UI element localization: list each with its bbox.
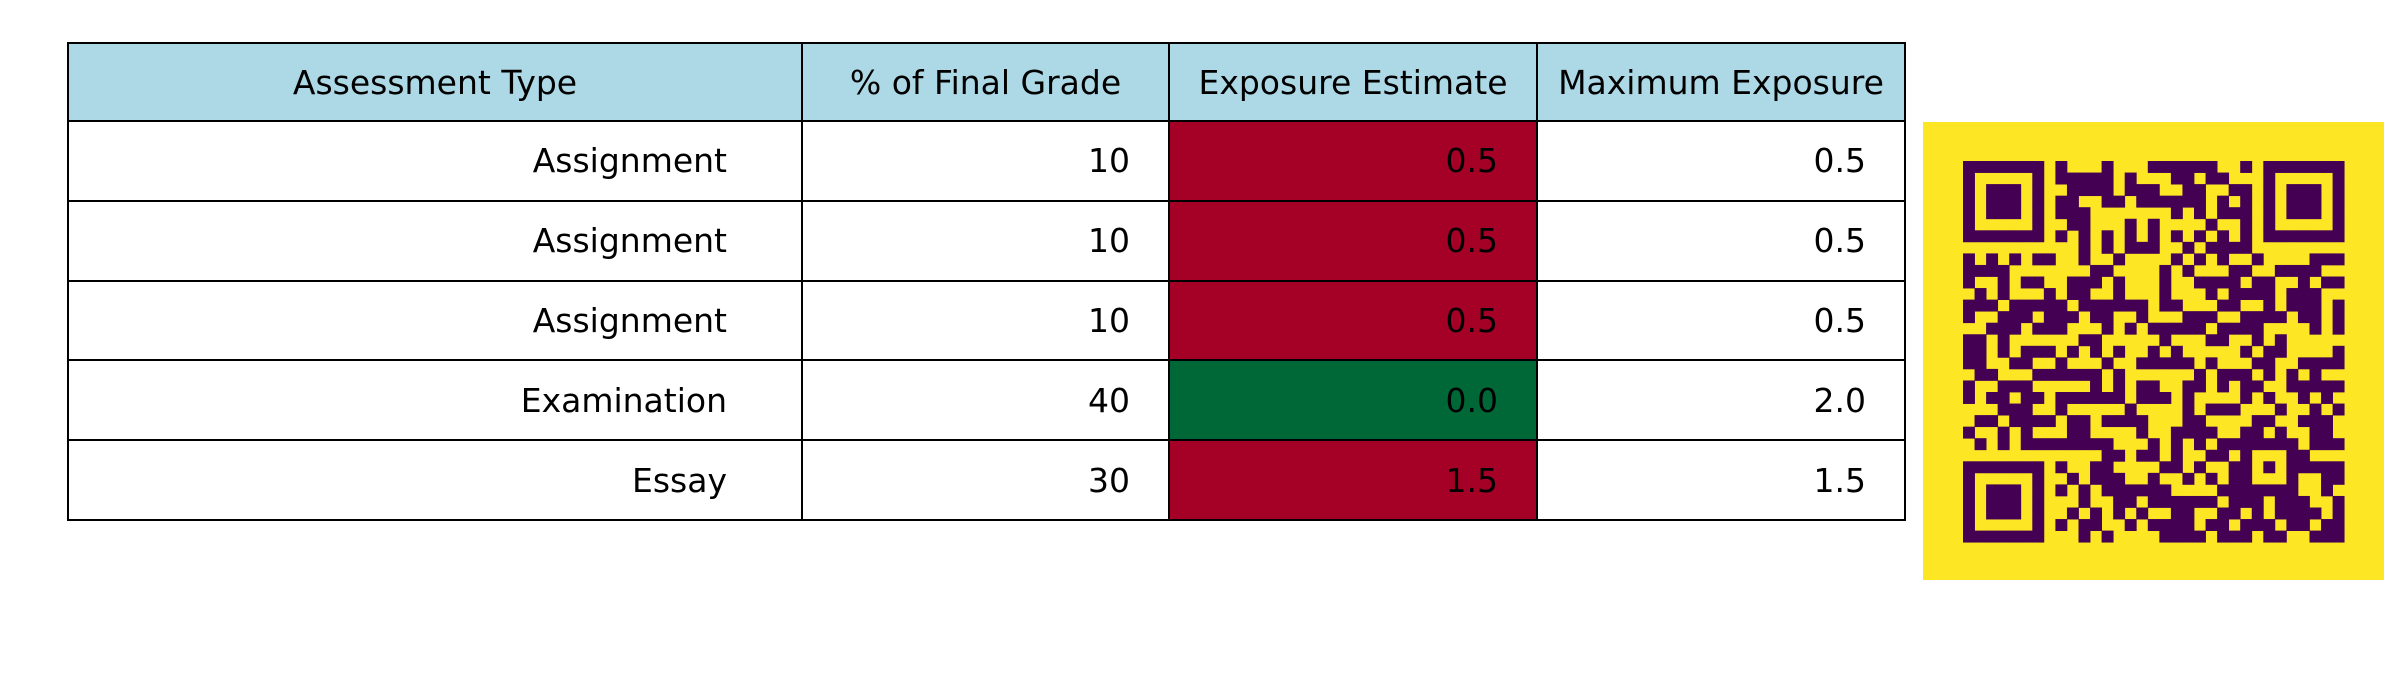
maximum-exposure-cell: 1.5 (1536, 439, 1906, 521)
percent-grade-cell: 10 (801, 279, 1170, 362)
maximum-exposure-cell: 2.0 (1536, 359, 1906, 442)
table-row: Assignment 10 0.5 0.5 (67, 279, 1906, 362)
table-row: Assignment 10 0.5 0.5 (67, 199, 1906, 282)
percent-grade-cell: 30 (801, 439, 1170, 521)
exposure-estimate-cell: 1.5 (1168, 439, 1538, 521)
assessment-type-cell: Essay (67, 439, 803, 521)
table-row: Essay 30 1.5 1.5 (67, 439, 1906, 521)
header-assessment-type: Assessment Type (67, 42, 803, 122)
header-row: Assessment Type % of Final Grade Exposur… (67, 42, 1906, 122)
header-exposure-estimate: Exposure Estimate (1168, 42, 1538, 122)
assessment-type-cell: Assignment (67, 279, 803, 362)
exposure-estimate-cell: 0.5 (1168, 120, 1538, 202)
header-percent-final-grade: % of Final Grade (801, 42, 1170, 122)
assessment-table: Assessment Type % of Final Grade Exposur… (67, 42, 1906, 521)
exposure-estimate-cell: 0.5 (1168, 199, 1538, 282)
maximum-exposure-cell: 0.5 (1536, 199, 1906, 282)
assessment-type-cell: Assignment (67, 199, 803, 282)
maximum-exposure-cell: 0.5 (1536, 279, 1906, 362)
exposure-estimate-cell: 0.5 (1168, 279, 1538, 362)
assessment-type-cell: Assignment (67, 120, 803, 202)
exposure-estimate-cell: 0.0 (1168, 359, 1538, 442)
table-row: Examination 40 0.0 2.0 (67, 359, 1906, 442)
maximum-exposure-cell: 0.5 (1536, 120, 1906, 202)
qr-modules (1963, 161, 2345, 543)
table-row: Assignment 10 0.5 0.5 (67, 120, 1906, 202)
header-maximum-exposure: Maximum Exposure (1536, 42, 1906, 122)
percent-grade-cell: 10 (801, 199, 1170, 282)
assessment-type-cell: Examination (67, 359, 803, 442)
percent-grade-cell: 40 (801, 359, 1170, 442)
percent-grade-cell: 10 (801, 120, 1170, 202)
qr-code-image (1923, 122, 2384, 580)
